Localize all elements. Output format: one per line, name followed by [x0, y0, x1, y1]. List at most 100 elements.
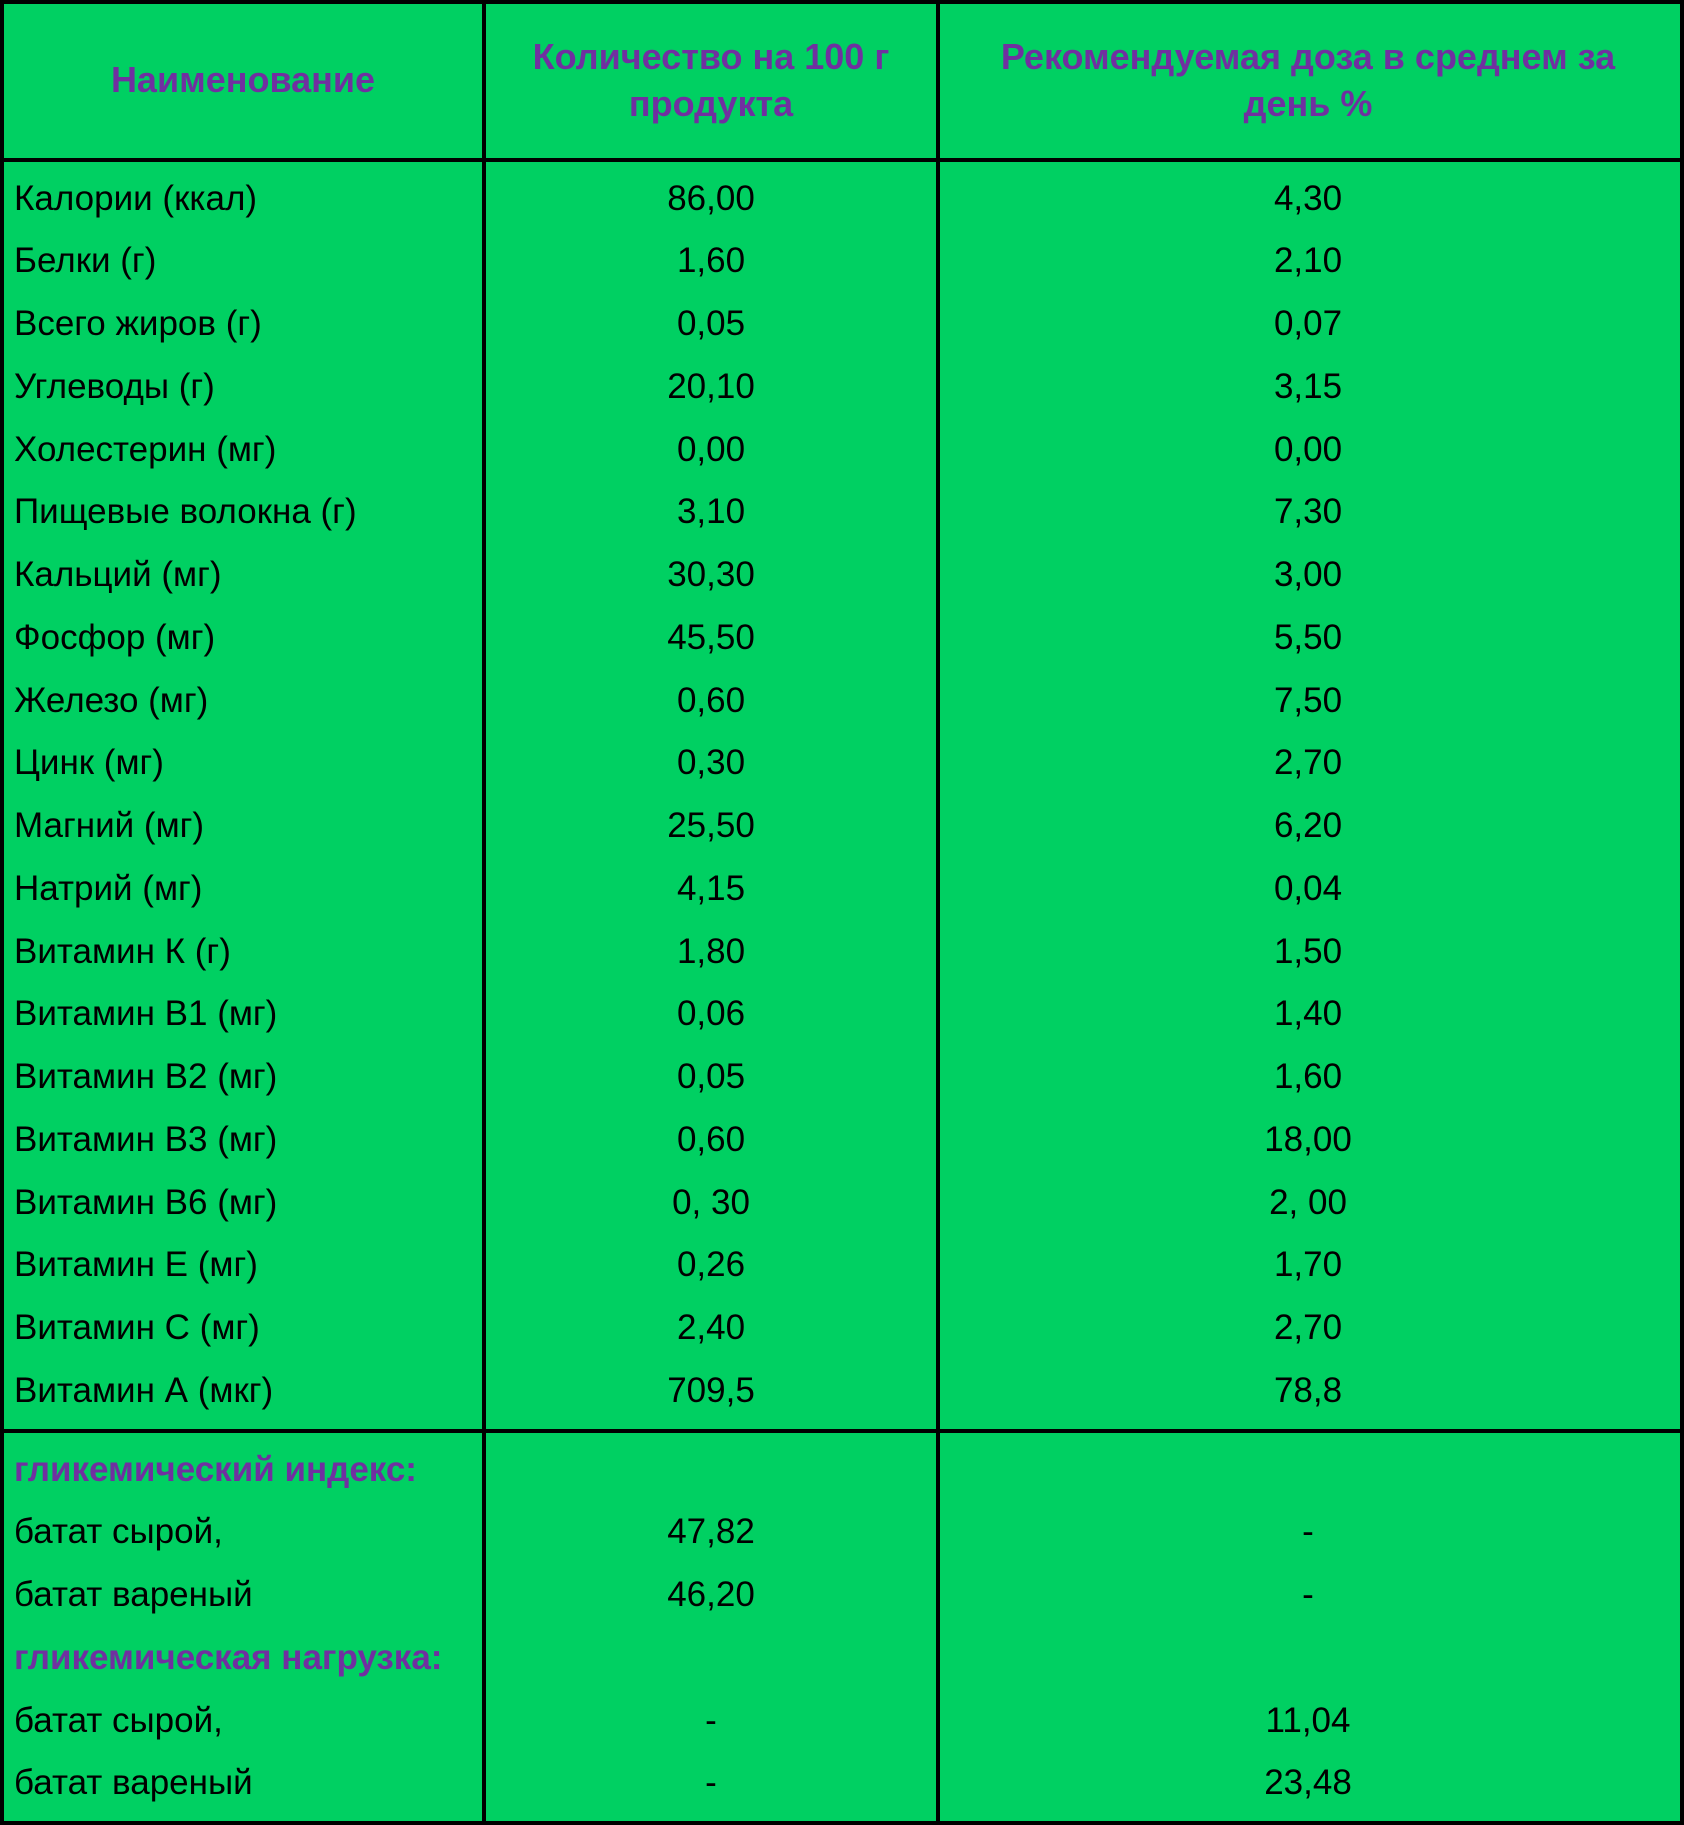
nutrient-rda: 0,04	[940, 858, 1676, 921]
nutrient-name: Витамин В3 (мг)	[4, 1109, 486, 1172]
nutrient-rda: 0,07	[940, 293, 1676, 356]
table-row: Кальций (мг) 30,30 3,00	[4, 544, 1680, 607]
table-row: батат сырой, - 11,04	[4, 1690, 1680, 1753]
table-row: гликемический индекс:	[4, 1433, 1680, 1502]
nutrient-rda: 3,15	[940, 356, 1676, 419]
nutrient-amount: 25,50	[486, 795, 940, 858]
nutrient-rda: 2, 00	[940, 1172, 1676, 1235]
nutrient-amount: 0,26	[486, 1234, 940, 1297]
nutrient-name: Фосфор (мг)	[4, 607, 486, 670]
nutrient-name: Натрий (мг)	[4, 858, 486, 921]
table-row: батат вареный 46,20 -	[4, 1564, 1680, 1627]
table-row: Витамин Е (мг) 0,26 1,70	[4, 1234, 1680, 1297]
nutrient-rda: 1,40	[940, 983, 1676, 1046]
table-row: Фосфор (мг) 45,50 5,50	[4, 607, 1680, 670]
table-row: Холестерин (мг) 0,00 0,00	[4, 419, 1680, 482]
nutrient-rda: 2,70	[940, 1297, 1676, 1360]
glycemic-item-name: батат вареный	[4, 1752, 486, 1821]
glycemic-item-amount: 46,20	[486, 1564, 940, 1627]
empty-cell	[940, 1627, 1676, 1690]
nutrient-amount: 0,30	[486, 732, 940, 795]
nutrient-name: Всего жиров (г)	[4, 293, 486, 356]
nutrient-name: Витамин В2 (мг)	[4, 1046, 486, 1109]
empty-cell	[486, 1627, 940, 1690]
nutrient-name: Витамин А (мкг)	[4, 1360, 486, 1429]
nutrient-rda: 18,00	[940, 1109, 1676, 1172]
nutrient-amount: 709,5	[486, 1360, 940, 1429]
table-row: Железо (мг) 0,60 7,50	[4, 670, 1680, 733]
nutrient-amount: 45,50	[486, 607, 940, 670]
empty-cell	[940, 1433, 1676, 1502]
glycemic-item-amount: -	[486, 1690, 940, 1753]
nutrient-name: Белки (г)	[4, 230, 486, 293]
table-row: Витамин В3 (мг) 0,60 18,00	[4, 1109, 1680, 1172]
glycemic-item-amount: -	[486, 1752, 940, 1821]
glycemic-item-name: батат сырой,	[4, 1690, 486, 1753]
nutrient-name: Холестерин (мг)	[4, 419, 486, 482]
nutrient-rda: 7,50	[940, 670, 1676, 733]
nutrient-rda: 4,30	[940, 162, 1676, 231]
table-row: Цинк (мг) 0,30 2,70	[4, 732, 1680, 795]
nutrient-rda: 5,50	[940, 607, 1676, 670]
nutrient-name: Магний (мг)	[4, 795, 486, 858]
glycemic-item-name: батат вареный	[4, 1564, 486, 1627]
nutrient-rda: 2,70	[940, 732, 1676, 795]
nutrient-rda: 1,50	[940, 921, 1676, 984]
glycemic-item-rda: -	[940, 1501, 1676, 1564]
nutrient-name: Калории (ккал)	[4, 162, 486, 231]
nutrient-rda: 7,30	[940, 481, 1676, 544]
table-row: Витамин В2 (мг) 0,05 1,60	[4, 1046, 1680, 1109]
nutrient-amount: 0,05	[486, 293, 940, 356]
table-row: Натрий (мг) 4,15 0,04	[4, 858, 1680, 921]
nutrient-rda: 6,20	[940, 795, 1676, 858]
table-row: Витамин В6 (мг) 0, 30 2, 00	[4, 1172, 1680, 1235]
nutrition-table: Наименование Количество на 100 г продукт…	[0, 0, 1684, 1825]
nutrient-amount: 0,60	[486, 670, 940, 733]
glycemic-section: гликемический индекс: батат сырой, 47,82…	[4, 1433, 1680, 1822]
table-row: Витамин А (мкг) 709,5 78,8	[4, 1360, 1680, 1429]
table-row: Калории (ккал) 86,00 4,30	[4, 162, 1680, 231]
glycemic-item-rda: 23,48	[940, 1752, 1676, 1821]
table-row: Углеводы (г) 20,10 3,15	[4, 356, 1680, 419]
nutrient-rda: 1,60	[940, 1046, 1676, 1109]
nutrient-rda: 2,10	[940, 230, 1676, 293]
nutrient-amount: 0,00	[486, 419, 940, 482]
nutrient-rda: 78,8	[940, 1360, 1676, 1429]
nutrient-name: Железо (мг)	[4, 670, 486, 733]
table-row: Витамин К (г) 1,80 1,50	[4, 921, 1680, 984]
table-row: Витамин С (мг) 2,40 2,70	[4, 1297, 1680, 1360]
glycemic-index-title: гликемический индекс:	[4, 1433, 486, 1502]
table-row: Пищевые волокна (г) 3,10 7,30	[4, 481, 1680, 544]
nutrient-amount: 1,60	[486, 230, 940, 293]
header-name: Наименование	[4, 4, 486, 158]
nutrient-amount: 2,40	[486, 1297, 940, 1360]
table-row: гликемическая нагрузка:	[4, 1627, 1680, 1690]
nutrient-rda: 0,00	[940, 419, 1676, 482]
table-row: Витамин В1 (мг) 0,06 1,40	[4, 983, 1680, 1046]
empty-cell	[486, 1433, 940, 1502]
nutrient-rda: 1,70	[940, 1234, 1676, 1297]
nutrient-name: Кальций (мг)	[4, 544, 486, 607]
nutrient-name: Витамин В6 (мг)	[4, 1172, 486, 1235]
table-row: Магний (мг) 25,50 6,20	[4, 795, 1680, 858]
nutrient-amount: 20,10	[486, 356, 940, 419]
nutrient-amount: 86,00	[486, 162, 940, 231]
table-row: батат сырой, 47,82 -	[4, 1501, 1680, 1564]
nutrient-amount: 4,15	[486, 858, 940, 921]
nutrient-amount: 1,80	[486, 921, 940, 984]
nutrient-name: Цинк (мг)	[4, 732, 486, 795]
nutrients-section: Калории (ккал) 86,00 4,30 Белки (г) 1,60…	[4, 162, 1680, 1433]
table-header-row: Наименование Количество на 100 г продукт…	[4, 4, 1680, 162]
nutrient-name: Углеводы (г)	[4, 356, 486, 419]
glycemic-item-amount: 47,82	[486, 1501, 940, 1564]
nutrient-name: Витамин В1 (мг)	[4, 983, 486, 1046]
nutrient-amount: 0,60	[486, 1109, 940, 1172]
nutrient-name: Витамин С (мг)	[4, 1297, 486, 1360]
nutrient-name: Витамин Е (мг)	[4, 1234, 486, 1297]
glycemic-load-title: гликемическая нагрузка:	[4, 1627, 486, 1690]
header-amount: Количество на 100 г продукта	[486, 4, 940, 158]
table-row: Белки (г) 1,60 2,10	[4, 230, 1680, 293]
glycemic-item-rda: 11,04	[940, 1690, 1676, 1753]
nutrient-name: Витамин К (г)	[4, 921, 486, 984]
nutrient-amount: 0,06	[486, 983, 940, 1046]
